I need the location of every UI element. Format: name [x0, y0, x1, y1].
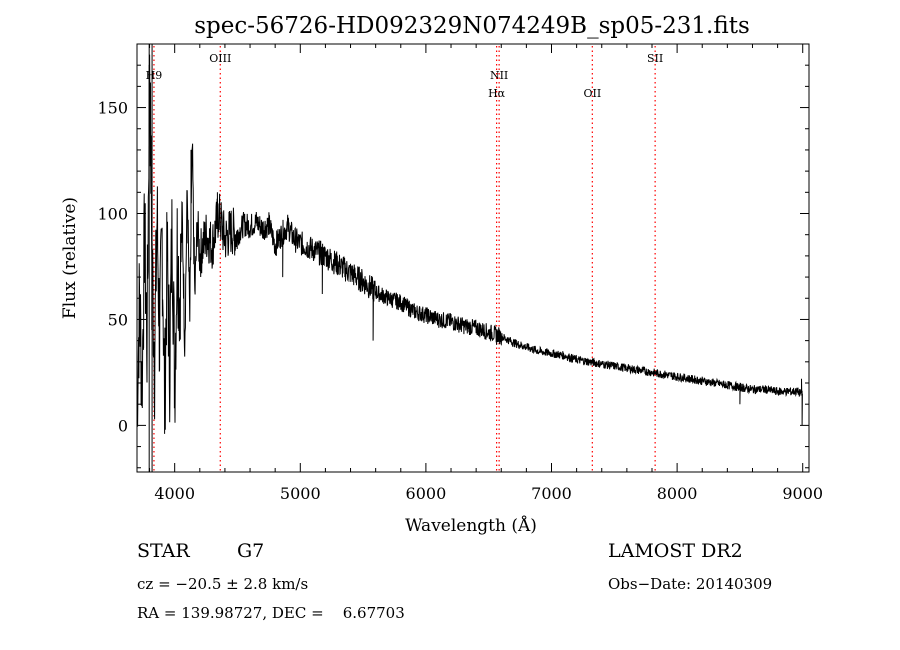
spectral-line-label: OII — [583, 87, 601, 100]
y-tick-label: 50 — [108, 310, 128, 329]
spectrum-line — [136, 54, 803, 434]
redshift-velocity: cz = −20.5 ± 2.8 km/s — [137, 575, 309, 593]
plot-frame — [136, 43, 810, 473]
x-tick-label: 8000 — [657, 484, 698, 503]
y-axis-label: Flux (relative) — [60, 197, 80, 319]
x-tick-label: 6000 — [406, 484, 447, 503]
y-tick-label: 0 — [118, 416, 128, 435]
x-tick-label: 7000 — [531, 484, 572, 503]
y-tick-label: 150 — [97, 99, 128, 118]
spectral-line-label: NII — [490, 69, 508, 82]
object-subclass: G7 — [237, 540, 265, 562]
chart-title: spec-56726-HD092329N074249B_sp05-231.fit… — [194, 13, 750, 39]
x-axis-label: Wavelength (Å) — [405, 515, 537, 536]
axis-ticks: 4000 5000 6000 7000 8000 9000 0 50 100 150 — [97, 44, 823, 503]
spectral-line-label: Hα — [488, 87, 506, 100]
survey-release: LAMOST DR2 — [608, 540, 743, 562]
object-class: STAR — [137, 540, 190, 562]
x-tick-label: 4000 — [154, 484, 195, 503]
observation-date: Obs−Date: 20140309 — [608, 575, 773, 593]
spectral-line-label: OIII — [209, 52, 231, 65]
y-tick-label: 100 — [97, 205, 128, 224]
x-tick-label: 9000 — [782, 484, 823, 503]
x-tick-label: 5000 — [280, 484, 321, 503]
sky-coordinates: RA = 139.98727, DEC = 6.67703 — [137, 604, 405, 622]
spectral-line-label: SII — [647, 52, 663, 65]
spectral-line-markers: H9 OIII NII Hα OII SII — [146, 44, 663, 472]
spectral-line-label: H9 — [146, 69, 163, 82]
